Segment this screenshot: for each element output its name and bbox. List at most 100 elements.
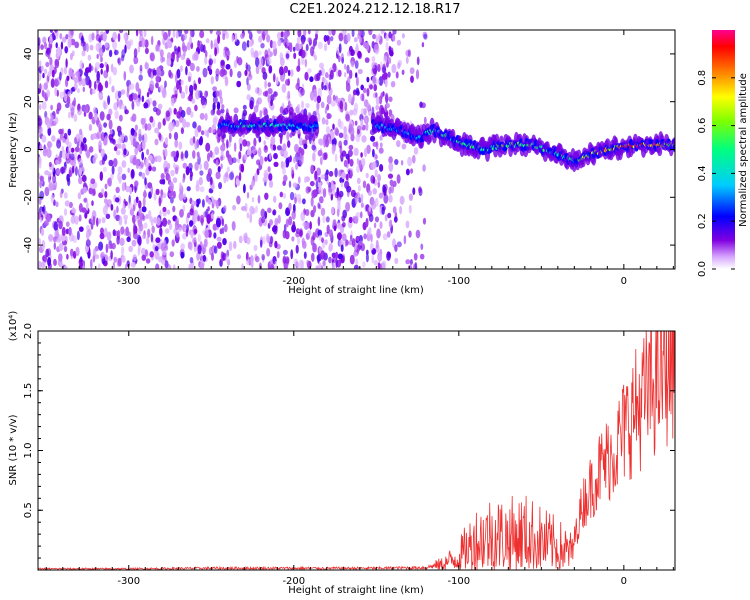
spectrogram-noise-speck [357, 128, 360, 135]
spectrogram-noise-speck [113, 146, 118, 152]
spectrogram-noise-speck [339, 226, 345, 234]
spectrogram-noise-speck [371, 56, 376, 63]
spectrogram-noise-speck [92, 156, 96, 164]
spectrogram-noise-speck [193, 228, 198, 235]
spectrogram-noise-speck [264, 156, 268, 162]
spectrogram-noise-speck [202, 254, 207, 262]
spectrogram-noise-speck [290, 69, 294, 77]
spectrogram-noise-speck [106, 231, 112, 241]
spectrogram-noise-speck [40, 65, 44, 72]
spectrogram-noise-speck [68, 111, 71, 119]
spectrogram-noise-speck [40, 44, 44, 50]
spectrogram-noise-speck [119, 134, 124, 143]
spectrogram-noise-speck [41, 135, 47, 143]
spectrogram-noise-speck [423, 33, 428, 40]
spectrogram-noise-speck [206, 214, 211, 224]
spectrogram-noise-speck [95, 34, 101, 42]
spectrogram-noise-speck [366, 144, 371, 154]
spectrogram-noise-speck [216, 236, 222, 242]
spectrogram-noise-speck [310, 196, 314, 207]
spectrogram-noise-speck [418, 186, 422, 193]
spectrogram-noise-speck [94, 62, 101, 70]
spectrogram-noise-speck [148, 165, 152, 172]
spectrogram-noise-speck [193, 83, 198, 91]
spectrogram-noise-speck [408, 193, 413, 201]
spectrogram-noise-speck [134, 185, 137, 193]
spectrogram-noise-speck [349, 254, 355, 265]
spectrogram-noise-speck [105, 213, 111, 219]
spectrogram-noise-speck [148, 210, 152, 220]
spectrogram-noise-speck [360, 211, 363, 219]
spectrogram-noise-speck [205, 50, 208, 58]
spectrogram-noise-speck [121, 246, 125, 256]
spectrogram-noise-speck [237, 71, 242, 79]
spectrogram-noise-speck [297, 58, 301, 68]
spectrogram-noise-speck [409, 259, 413, 265]
spectrogram-noise-speck [347, 50, 351, 57]
spectrogram-noise-speck [304, 71, 309, 81]
spectrogram-noise-speck [319, 62, 324, 69]
spectrogram-noise-speck [116, 235, 120, 245]
spectrogram-noise-speck [73, 235, 77, 244]
spectrogram-noise-speck [132, 156, 137, 166]
spectrogram-noise-speck [199, 163, 203, 170]
spectrogram-noise-speck [199, 112, 205, 120]
spectrogram-noise-speck [287, 78, 291, 86]
spectrogram-noise-speck [167, 163, 171, 170]
spectrogram-noise-speck [48, 182, 54, 192]
spectrogram-noise-speck [212, 223, 217, 231]
spectrogram-noise-speck [70, 87, 73, 95]
spectrogram-noise-speck [186, 186, 191, 192]
spectrogram-noise-speck [182, 233, 187, 240]
snr-y-tick-label: 0.5 [23, 502, 34, 518]
spectrogram-noise-speck [97, 82, 103, 93]
spectrogram-noise-speck [207, 152, 210, 162]
spectrogram-noise-speck [214, 146, 220, 155]
spectrogram-noise-speck [55, 42, 58, 49]
spectrogram-noise-speck [305, 103, 310, 109]
spectrogram-noise-speck [143, 30, 147, 38]
spectrogram-noise-speck [384, 92, 389, 103]
spectrogram-noise-speck [125, 185, 131, 193]
spectrogram-noise-speck [354, 147, 359, 156]
spectrogram-noise-speck [100, 227, 104, 235]
spectrogram-noise-speck [423, 116, 427, 125]
spectrogram-noise-speck [156, 155, 162, 163]
spectrogram-noise-speck [383, 72, 388, 80]
spectrogram-noise-speck [39, 144, 43, 152]
spectrogram-noise-speck [332, 143, 337, 152]
spectrogram-noise-speck [380, 30, 384, 35]
spectrogram-noise-speck [250, 260, 254, 269]
spectrogram-noise-speck [241, 112, 246, 121]
spectrogram-noise-speck [193, 51, 199, 61]
spectrogram-noise-speck [301, 39, 305, 45]
spectrogram-noise-speck [321, 81, 324, 91]
spectrogram-noise-speck [262, 236, 266, 245]
spectrogram-noise-speck [92, 188, 96, 196]
spectrogram-noise-speck [114, 110, 119, 120]
spectrogram-noise-speck [154, 246, 159, 252]
spectrogram-noise-speck [206, 129, 210, 138]
spectrogram-noise-speck [354, 194, 358, 205]
spectrogram-noise-speck [107, 95, 111, 106]
spectrogram-noise-speck [197, 125, 201, 132]
spectrogram-noise-speck [365, 121, 369, 131]
spectrogram-noise-speck [106, 113, 111, 121]
spectrogram-noise-speck [46, 148, 52, 158]
spectrogram-noise-speck [205, 38, 210, 44]
spectrogram-noise-speck [61, 145, 64, 153]
spectrogram-noise-speck [107, 178, 111, 186]
spectrogram-noise-speck [198, 137, 203, 146]
spectrogram-noise-speck [65, 200, 70, 207]
spectrogram-noise-speck [216, 199, 219, 209]
spectrogram-noise-speck [154, 127, 160, 134]
snr-y-tick-label: 1.5 [23, 383, 34, 399]
spectrogram-noise-speck [282, 192, 287, 199]
spectrogram-noise-speck [159, 227, 163, 238]
spectrogram-noise-speck [64, 93, 68, 102]
spectrogram-noise-speck [365, 249, 369, 256]
spectrogram-noise-speck [244, 202, 248, 213]
spectrogram-noise-speck [256, 159, 261, 166]
spectrogram-noise-speck [236, 80, 242, 88]
spectrogram-noise-speck [338, 43, 342, 54]
